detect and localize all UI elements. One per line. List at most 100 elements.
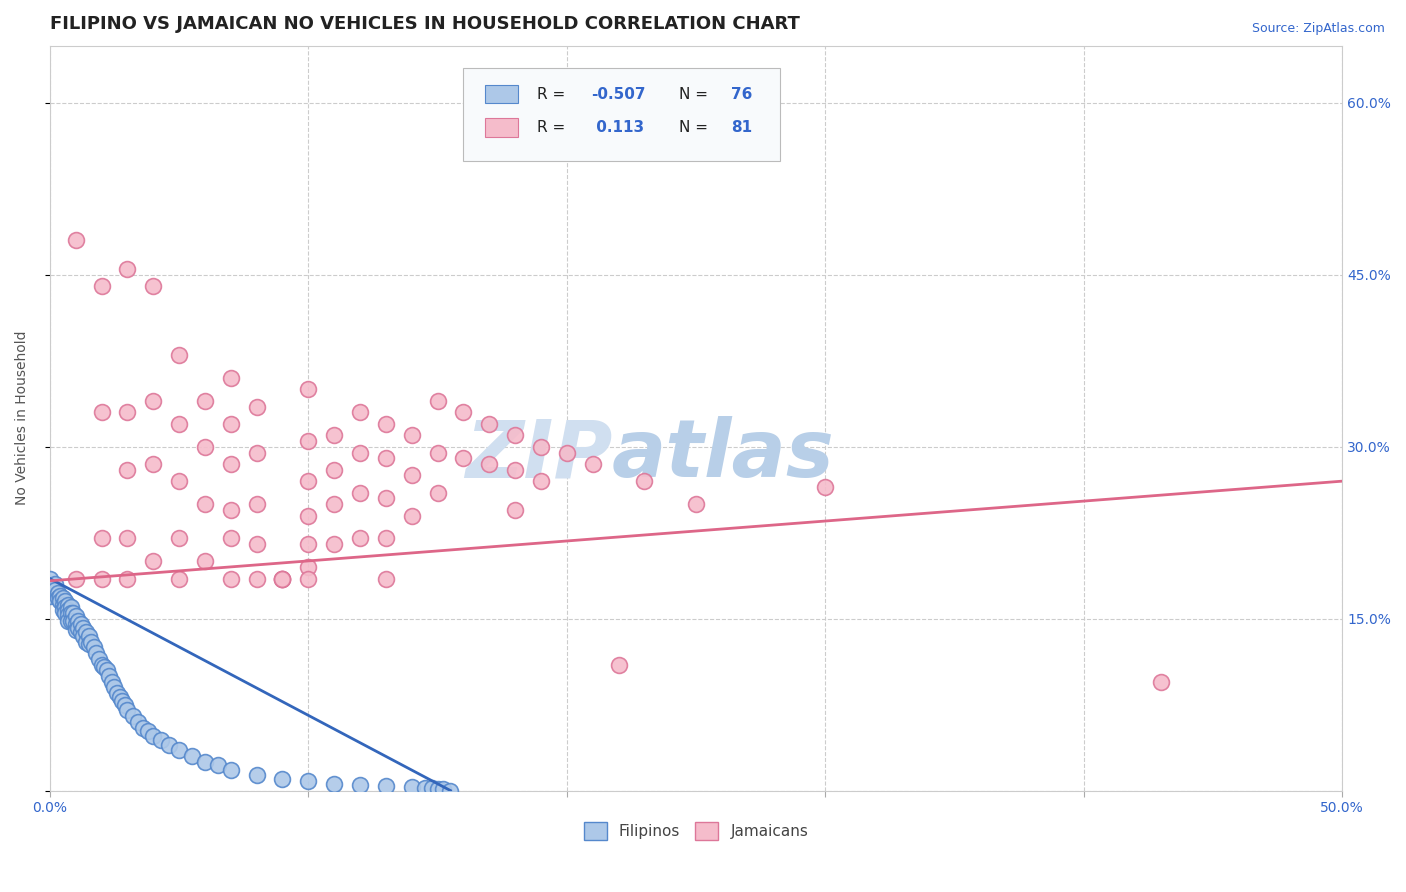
Point [65,572,87,586]
Point [114,698,136,712]
Point [65,234,87,248]
Point [219,457,242,471]
Point [271,572,294,586]
Point [59,600,82,615]
Text: N =: N = [679,87,713,102]
Point [167,532,190,546]
Point [271,572,294,586]
Point [56,602,79,616]
Point [297,572,319,586]
Point [374,779,396,793]
Point [349,445,371,459]
FancyBboxPatch shape [485,119,517,136]
Point [90,572,112,586]
Point [67,614,90,628]
Point [349,532,371,546]
Point [103,681,125,695]
Point [349,485,371,500]
Point [555,445,578,459]
Point [219,503,242,517]
Point [194,755,217,769]
Text: atlas: atlas [612,417,835,494]
Point [90,657,112,672]
Point [77,629,100,643]
Point [77,637,100,651]
Point [142,279,165,293]
Point [422,781,444,796]
Point [426,445,449,459]
Point [62,606,84,620]
Point [117,572,139,586]
Point [117,703,139,717]
Point [297,508,319,523]
Point [271,772,294,786]
Point [52,602,75,616]
Point [207,758,229,772]
Point [53,594,76,608]
Point [426,485,449,500]
Point [432,782,454,797]
Point [814,480,837,494]
Point [297,434,319,448]
Point [44,577,66,591]
Point [219,371,242,385]
Point [478,457,501,471]
Legend: Filipinos, Jamaicans: Filipinos, Jamaicans [578,815,814,847]
Point [83,640,105,655]
Point [271,572,294,586]
Point [86,646,108,660]
Point [271,572,294,586]
Text: R =: R = [537,87,571,102]
Point [142,393,165,408]
Point [374,417,396,431]
Point [194,393,217,408]
Point [246,445,269,459]
Point [72,621,94,635]
Point [44,582,66,597]
Point [142,729,165,743]
FancyBboxPatch shape [485,85,517,103]
Text: 0.113: 0.113 [592,120,644,135]
Point [75,634,97,648]
Point [46,591,69,605]
Text: FILIPINO VS JAMAICAN NO VEHICLES IN HOUSEHOLD CORRELATION CHART: FILIPINO VS JAMAICAN NO VEHICLES IN HOUS… [49,15,800,33]
Point [53,600,76,615]
Point [323,497,346,511]
Point [374,491,396,506]
Point [426,782,449,797]
Point [52,591,75,605]
Point [297,560,319,574]
Point [607,657,630,672]
Point [167,743,190,757]
Point [67,621,90,635]
Point [633,474,655,488]
Point [90,279,112,293]
Text: ZIP: ZIP [464,417,612,494]
Point [167,572,190,586]
Text: 76: 76 [731,87,752,102]
Point [75,625,97,640]
Point [117,463,139,477]
Point [194,497,217,511]
Point [38,589,60,603]
Text: -0.507: -0.507 [592,87,645,102]
Point [413,781,436,796]
Point [65,609,87,624]
Point [297,383,319,397]
Text: Source: ZipAtlas.com: Source: ZipAtlas.com [1251,22,1385,36]
Point [59,606,82,620]
Point [246,537,269,551]
Y-axis label: No Vehicles in Household: No Vehicles in Household [15,331,30,506]
Point [101,674,124,689]
Point [374,572,396,586]
Point [219,763,242,777]
Point [167,417,190,431]
Point [117,532,139,546]
Point [53,606,76,620]
Point [96,663,118,677]
Point [93,660,115,674]
Point [530,474,553,488]
Point [149,733,172,747]
Point [52,598,75,612]
Point [167,474,190,488]
